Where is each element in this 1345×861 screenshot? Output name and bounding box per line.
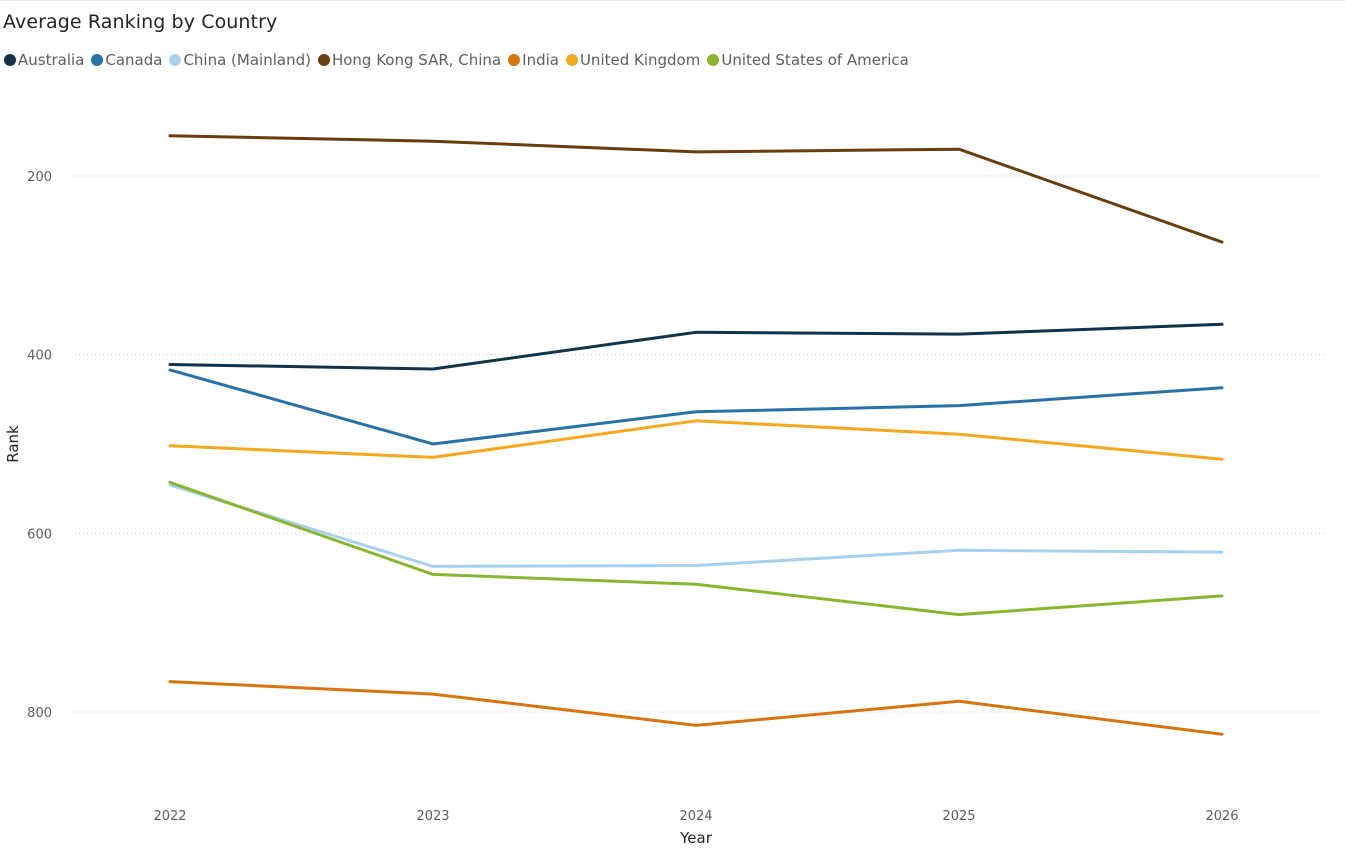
y-axis-title: Rank — [4, 425, 22, 463]
series-line — [168, 322, 1224, 371]
y-tick-label: 800 — [27, 706, 52, 721]
legend-marker-icon — [91, 54, 104, 66]
y-tick-label: 600 — [27, 527, 52, 542]
legend-label: United States of America — [721, 51, 909, 69]
x-tick-label: 2023 — [416, 809, 449, 824]
legend-label: Australia — [18, 51, 85, 69]
x-tick-label: 2025 — [942, 809, 975, 824]
legend-marker-icon — [565, 54, 578, 66]
gridlines — [75, 175, 1325, 713]
legend: Australia Canada China (Mainland) Hong Kong… — [4, 50, 916, 70]
x-tick-label: 2026 — [1205, 809, 1238, 824]
legend-marker-icon — [169, 54, 182, 66]
legend-label: United Kingdom — [579, 51, 701, 69]
legend-item[interactable]: United Kingdom — [565, 51, 701, 69]
legend-label: China (Mainland) — [183, 51, 311, 69]
legend-label: India — [522, 51, 559, 69]
legend-label: Hong Kong SAR, China — [331, 51, 502, 69]
series-line — [168, 134, 1224, 244]
legend-label: Canada — [105, 51, 163, 69]
series-line — [168, 480, 1224, 617]
x-axis-ticks: 2022 2023 2024 2025 2026 — [153, 809, 1238, 824]
y-axis-ticks: 200 400 600 800 — [27, 170, 52, 721]
legend-item[interactable]: India — [508, 51, 559, 69]
series-line — [168, 483, 1224, 568]
legend-marker-icon — [508, 54, 521, 66]
legend-item[interactable]: Canada — [91, 51, 162, 69]
legend-marker-icon — [317, 54, 330, 66]
legend-marker-icon — [4, 54, 16, 66]
series-line — [168, 368, 1224, 446]
legend-item[interactable]: United States of America — [707, 51, 909, 69]
series-line — [168, 419, 1224, 461]
y-tick-label: 400 — [27, 349, 52, 364]
legend-marker-icon — [707, 54, 720, 66]
series-line — [168, 680, 1224, 736]
legend-item[interactable]: China (Mainland) — [169, 51, 311, 69]
y-tick-label: 200 — [27, 170, 52, 185]
top-border — [0, 0, 1345, 1]
x-tick-label: 2022 — [153, 809, 186, 824]
series-lines — [168, 134, 1224, 736]
chart-title: Average Ranking by Country — [3, 11, 278, 33]
x-tick-label: 2024 — [679, 809, 712, 824]
x-axis-title: Year — [679, 829, 713, 847]
legend-item[interactable]: Australia — [4, 51, 84, 69]
legend-item[interactable]: Hong Kong SAR, China — [317, 51, 502, 69]
